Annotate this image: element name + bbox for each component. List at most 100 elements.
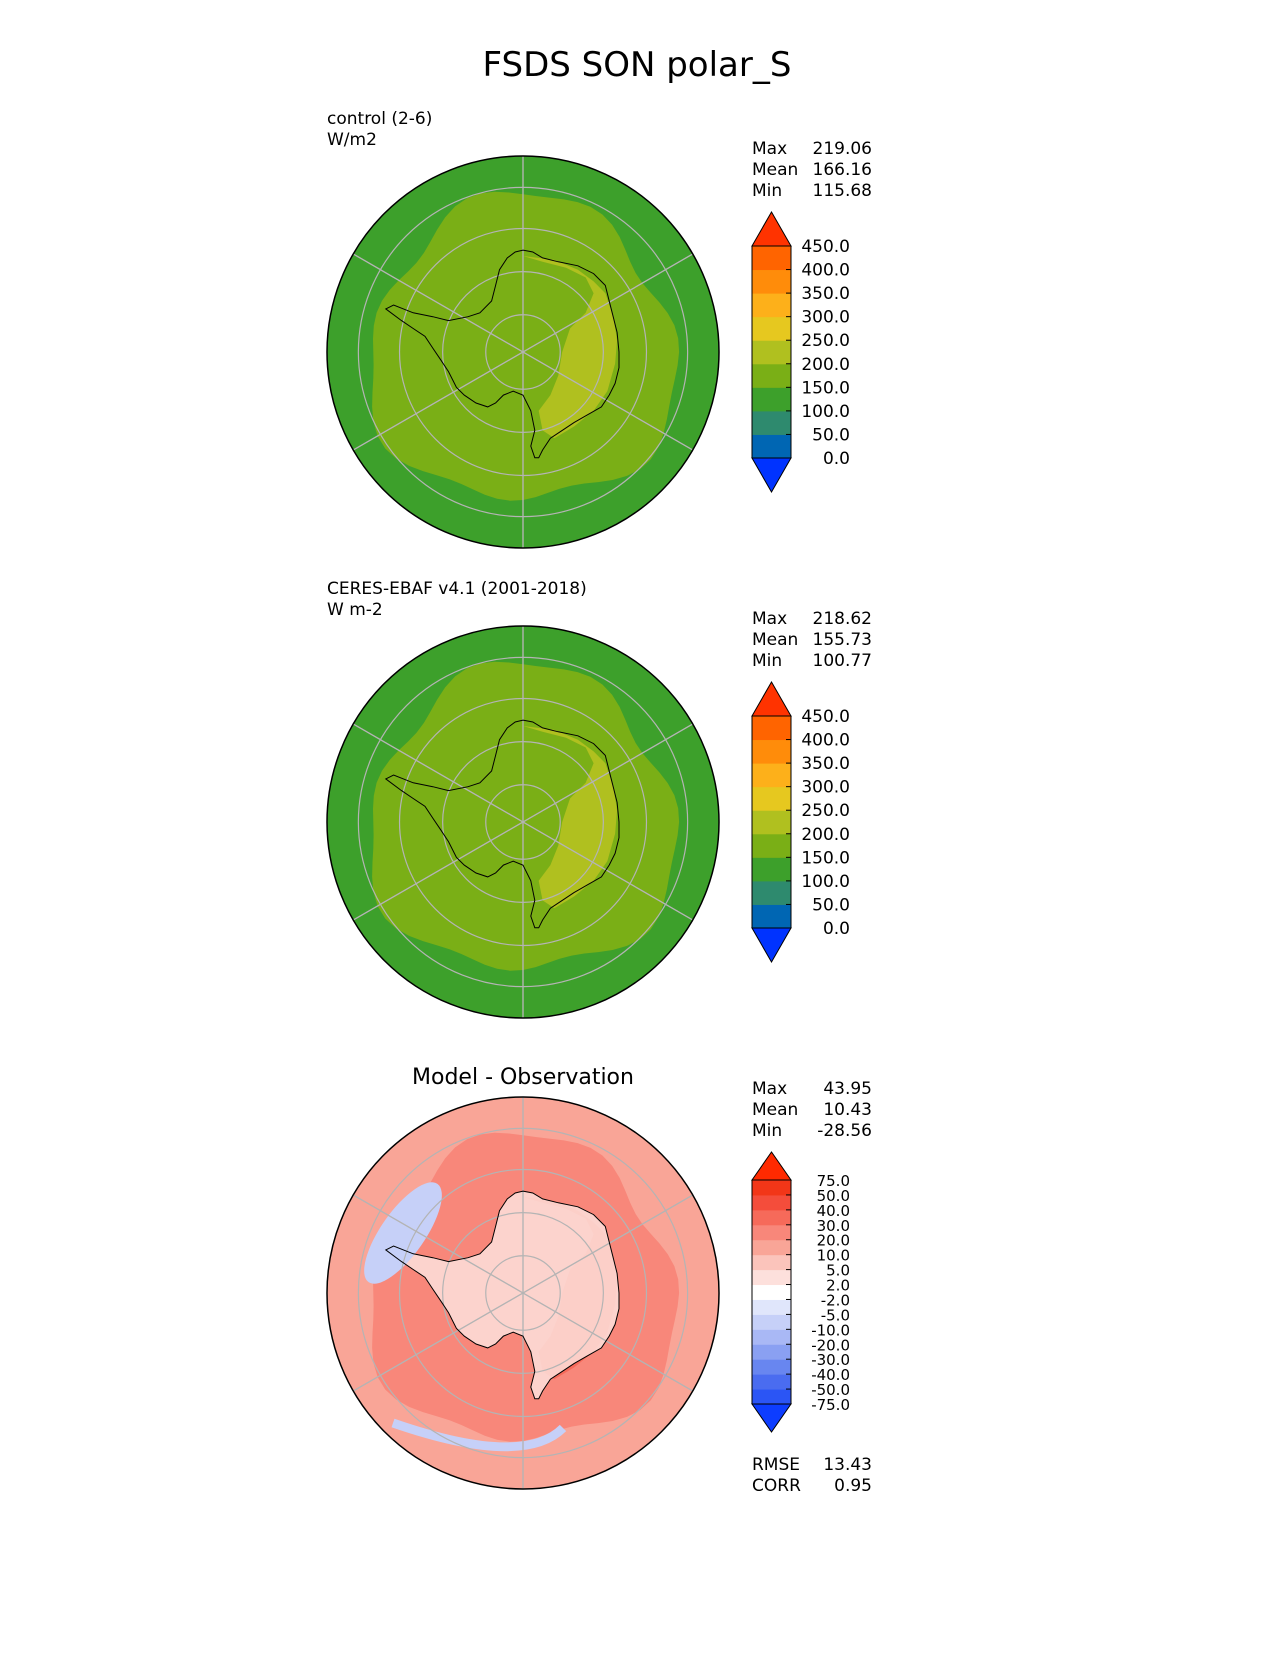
colorbar-segment: [752, 246, 791, 271]
colorbar-tick-label: -50.0: [811, 1381, 850, 1399]
colorbar-segment: [752, 1239, 791, 1256]
colorbar-tick-label: 350.0: [801, 284, 850, 304]
colorbar-segment: [752, 716, 791, 741]
colorbar-tick-label: 400.0: [801, 731, 850, 751]
longitude-line: [522, 253, 694, 353]
colorbar: 0.0 50.0 100.0 150.0 200.0 250.0 300.0 350.0 400…: [751, 680, 850, 964]
colorbar-extension-bottom: [751, 927, 792, 964]
colorbar-frame: [751, 715, 792, 929]
colorbar-segment: [752, 739, 791, 764]
stat-value: 166.16: [813, 160, 872, 180]
colorbar-segment: [752, 293, 791, 318]
longitude-line: [352, 253, 524, 353]
field-inner-zone: [372, 661, 680, 971]
stat-label: Mean: [752, 630, 798, 650]
colorbar-tick-label: -20.0: [811, 1336, 850, 1354]
colorbar: 0.0 50.0 100.0 150.0 200.0 250.0 300.0 350.0 400…: [751, 210, 850, 494]
colorbar-tick-label: 0.0: [823, 449, 850, 469]
colorbar-tick-label: 450.0: [801, 707, 850, 727]
metric-value: 13.43: [823, 1455, 872, 1475]
stat-value: 10.43: [823, 1100, 872, 1120]
metric-label: CORR: [752, 1476, 801, 1496]
colorbar-segment: [752, 1269, 791, 1286]
stat-label: Min: [752, 651, 782, 671]
colorbar-extension-bottom: [751, 1403, 792, 1433]
colorbar-tick-label: -75.0: [811, 1396, 850, 1414]
longitude-line: [352, 723, 524, 823]
longitude-line: [522, 1292, 694, 1392]
colorbar-segment: [752, 1344, 791, 1360]
field-negative-band: [391, 1418, 567, 1452]
graticule: [352, 626, 694, 1018]
colorbar-segment: [752, 269, 791, 294]
stat-value: 115.68: [813, 181, 872, 201]
colorbar-tick-label: 100.0: [801, 402, 850, 422]
colorbar-segment: [752, 1224, 791, 1241]
colorbar-tick-label: 30.0: [817, 1217, 850, 1235]
panel-case-name: CERES-EBAF v4.1 (2001-2018): [327, 579, 587, 599]
stat-label: Max: [752, 139, 787, 159]
colorbar-tick-label: 300.0: [801, 308, 850, 328]
longitude-line: [522, 723, 694, 823]
colorbar-segment: [752, 316, 791, 341]
colorbar-tick-label: 50.0: [812, 425, 850, 445]
colorbar-segment: [752, 763, 791, 788]
colorbar-tick-label: 150.0: [801, 378, 850, 398]
colorbar-segment: [752, 1374, 791, 1390]
colorbar-tick-label: 10.0: [817, 1247, 850, 1265]
colorbar-tick-label: 100.0: [801, 872, 850, 892]
colorbar-tick-label: 200.0: [801, 825, 850, 845]
colorbar-segment: [752, 1299, 791, 1315]
stat-label: Max: [752, 609, 787, 629]
coastline: [384, 249, 620, 459]
field-negative-zone: [364, 1182, 442, 1284]
colorbar-segment: [752, 1284, 791, 1300]
stat-label: Min: [752, 181, 782, 201]
colorbar-segment: [752, 810, 791, 835]
graticule: [352, 1097, 694, 1489]
longitude-line: [522, 351, 694, 451]
map-border: [326, 625, 720, 1019]
colorbar-segment: [752, 1254, 791, 1271]
colorbar-segment: [752, 880, 791, 905]
map-border: [326, 1096, 720, 1490]
colorbar-segment: [752, 1389, 791, 1405]
longitude-line: [522, 1194, 694, 1294]
longitude-line: [352, 1292, 524, 1392]
metric-value: 0.95: [834, 1476, 872, 1496]
panel-units: W/m2: [327, 130, 377, 150]
colorbar-tick-label: 200.0: [801, 355, 850, 375]
colorbar-tick-label: -2.0: [821, 1291, 850, 1309]
stat-label: Mean: [752, 160, 798, 180]
stat-value: 43.95: [823, 1079, 872, 1099]
colorbar-extension-top: [751, 680, 792, 717]
colorbar-segment: [752, 1180, 791, 1196]
colorbar-frame: [751, 245, 792, 459]
colorbar-tick-label: 75.0: [817, 1172, 850, 1190]
stat-value: 219.06: [813, 139, 872, 159]
colorbar-tick-label: 250.0: [801, 331, 850, 351]
stat-value: 218.62: [813, 609, 872, 629]
polar-map: [327, 156, 719, 548]
stat-label: Min: [752, 1121, 782, 1141]
colorbar-tick-label: 50.0: [812, 895, 850, 915]
panel-1: control (2-6)W/m2 Max 219.06 Mean 166.16 Min 1…: [326, 109, 872, 549]
colorbar-segment: [752, 786, 791, 811]
colorbar-extension-top: [751, 210, 792, 247]
panel-3: Model - Observation Max 43.95 Mean 10.43 Min -…: [326, 1065, 872, 1496]
colorbar-frame: [751, 1179, 792, 1405]
panel-title: Model - Observation: [412, 1065, 634, 1090]
colorbar-segment: [752, 1209, 791, 1226]
colorbar-tick-label: -30.0: [811, 1351, 850, 1369]
longitude-line: [352, 351, 524, 451]
colorbar-tick-label: 0.0: [823, 919, 850, 939]
stat-value: 155.73: [813, 630, 872, 650]
longitude-line: [522, 821, 694, 921]
colorbar-segment: [752, 857, 791, 882]
stat-value: -28.56: [817, 1121, 872, 1141]
colorbar-tick-label: 150.0: [801, 848, 850, 868]
map-border: [326, 155, 720, 549]
colorbar-tick-label: 450.0: [801, 237, 850, 257]
colorbar-segment: [752, 410, 791, 435]
